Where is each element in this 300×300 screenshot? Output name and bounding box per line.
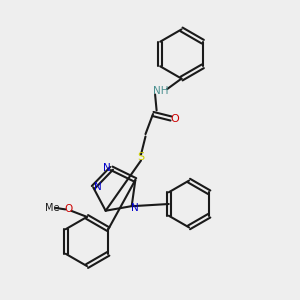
Text: S: S (137, 152, 145, 163)
Text: Me: Me (45, 203, 59, 213)
Text: NH: NH (153, 86, 168, 97)
Text: O: O (170, 113, 179, 124)
Text: O: O (64, 204, 73, 214)
Text: N: N (94, 182, 102, 192)
Text: N: N (131, 202, 139, 213)
Text: N: N (103, 163, 111, 173)
